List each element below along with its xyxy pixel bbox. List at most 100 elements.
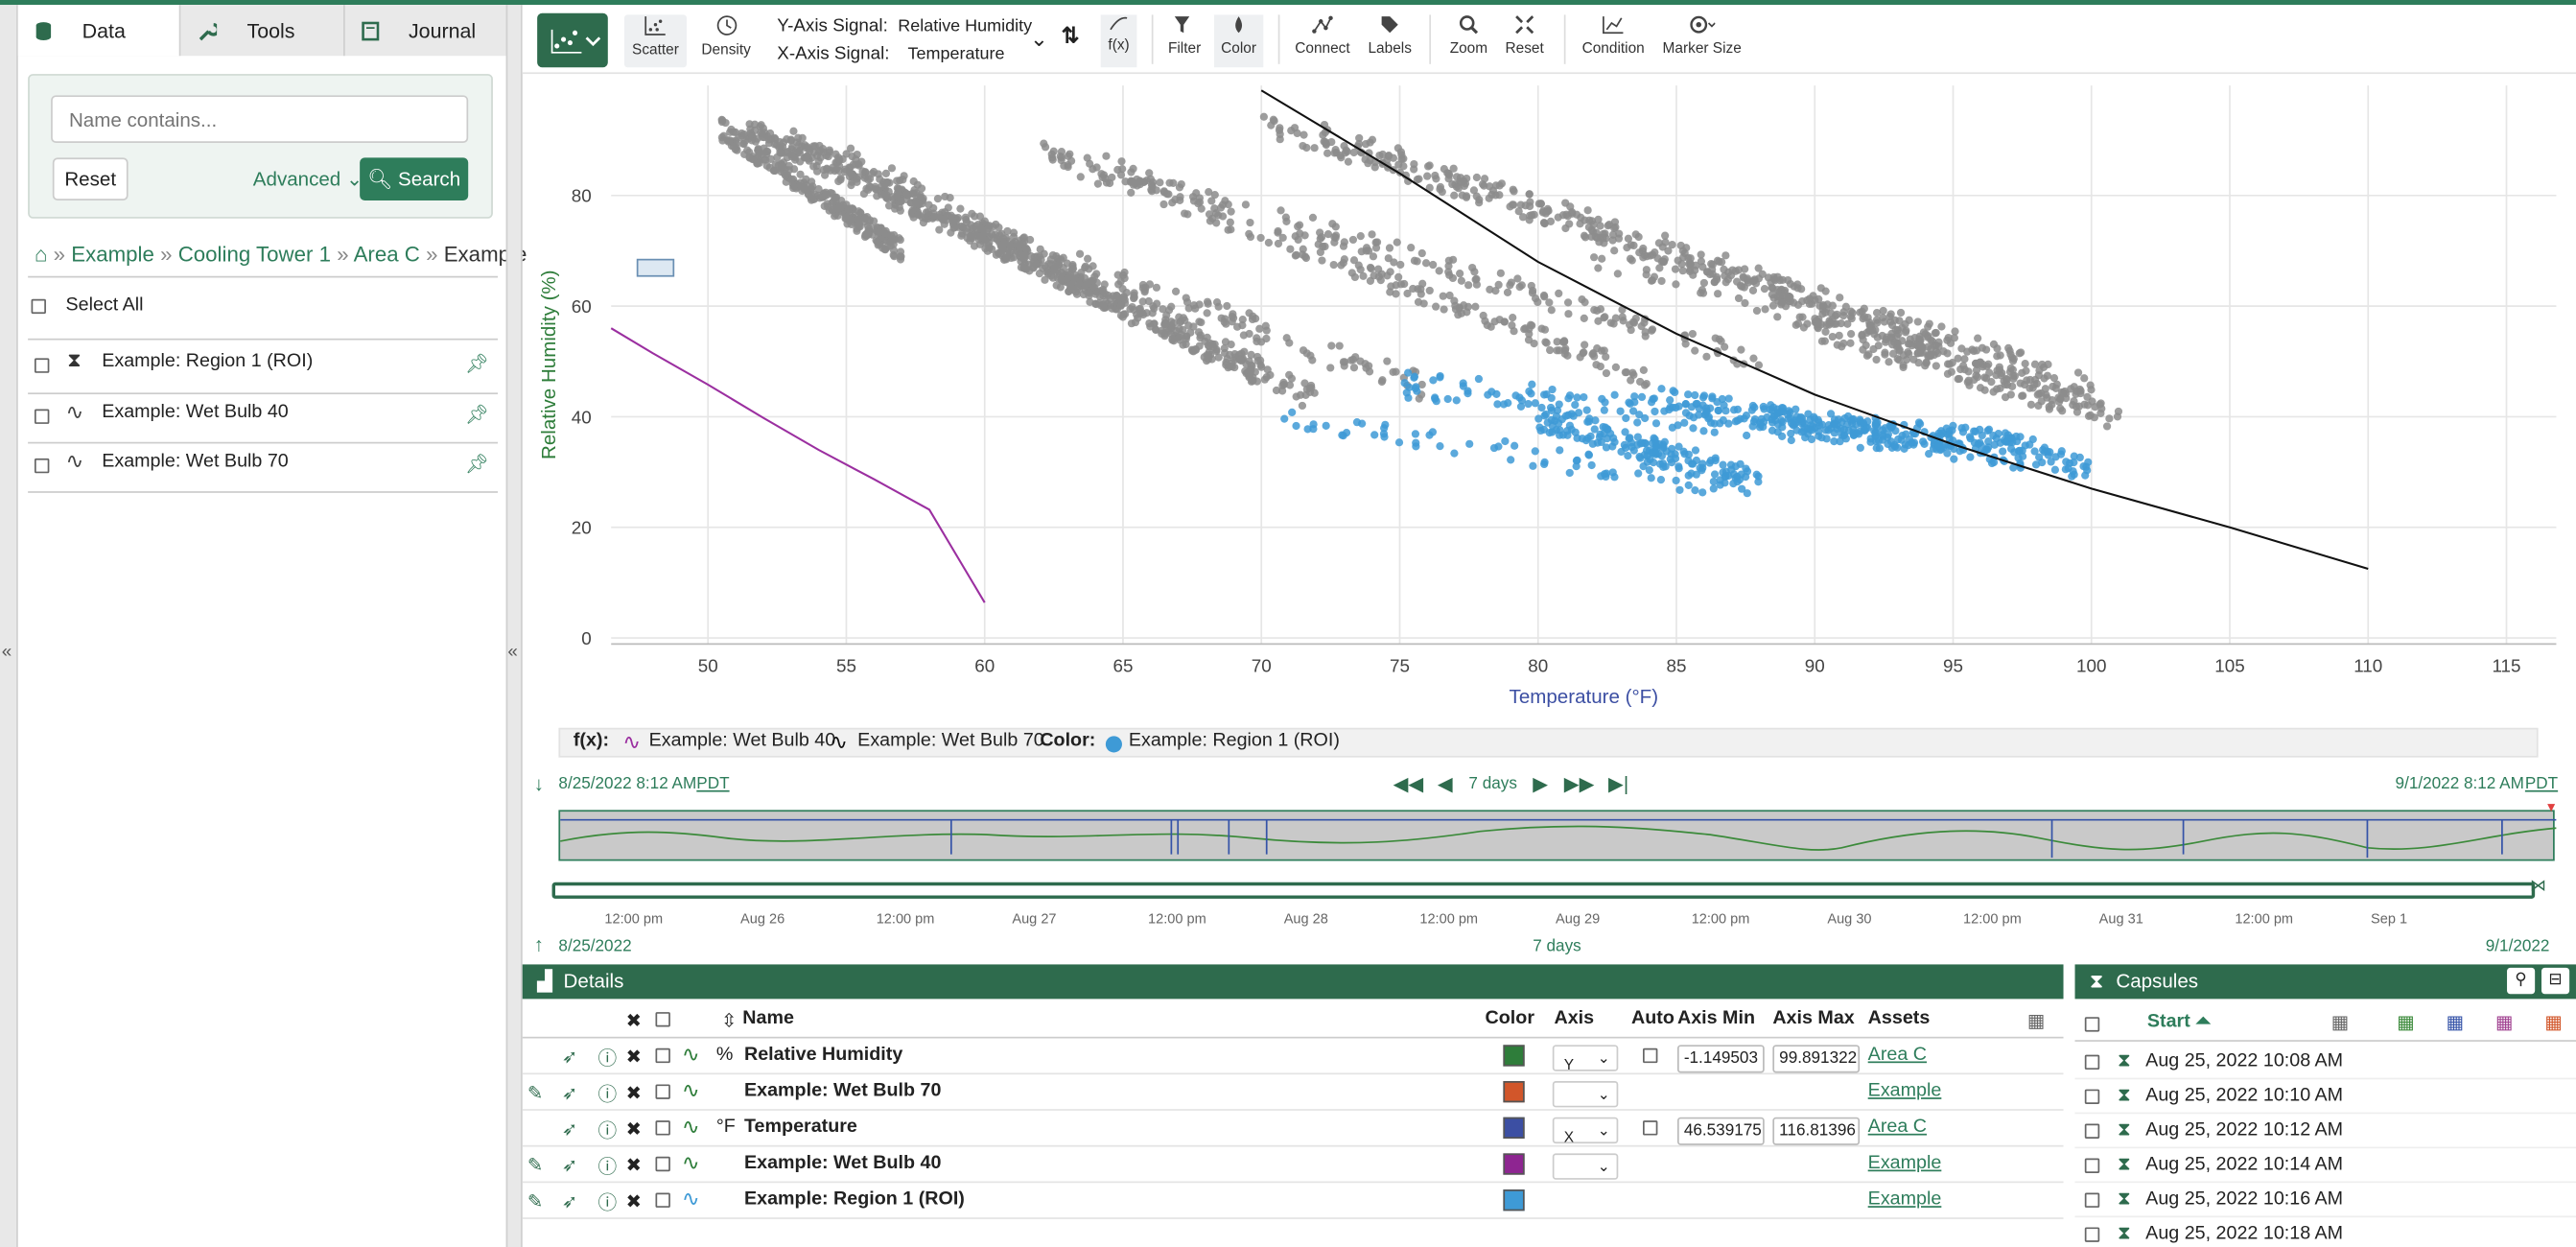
data-point[interactable] [1400,379,1409,388]
data-point[interactable] [1560,346,1570,355]
data-point[interactable] [2070,458,2078,467]
data-point[interactable] [1687,403,1697,412]
data-point[interactable] [1212,298,1222,307]
data-point[interactable] [1963,347,1972,356]
info-icon[interactable]: ⓘ [597,1194,618,1214]
data-point[interactable] [1245,309,1253,318]
data-point[interactable] [1009,232,1019,241]
data-point[interactable] [1248,315,1257,324]
signal-name[interactable]: Relative Humidity [743,1045,903,1065]
data-point[interactable] [1153,299,1161,308]
data-point[interactable] [1833,310,1841,318]
data-point[interactable] [1601,313,1609,321]
data-point[interactable] [1987,378,1996,387]
data-point[interactable] [1839,339,1848,348]
data-point[interactable] [1138,297,1147,306]
data-point[interactable] [1469,186,1479,195]
data-point[interactable] [1242,360,1251,368]
data-point[interactable] [1368,230,1376,239]
data-point[interactable] [1359,271,1368,280]
row-checkbox[interactable] [2084,1192,2100,1208]
data-point[interactable] [828,199,836,207]
data-point[interactable] [2050,465,2060,474]
data-point[interactable] [1229,310,1237,318]
data-point[interactable] [922,214,930,223]
data-point[interactable] [1518,213,1528,222]
data-point[interactable] [1396,260,1405,270]
data-point[interactable] [1915,336,1925,344]
data-point[interactable] [1590,425,1599,434]
column-options-icon[interactable]: ▦ [2026,1012,2046,1032]
rocket-icon[interactable]: ➶ [561,1192,578,1213]
data-point[interactable] [1300,379,1309,388]
data-point[interactable] [1066,156,1076,165]
data-point[interactable] [1552,412,1561,421]
data-point[interactable] [1602,443,1611,452]
data-point[interactable] [1811,295,1819,304]
data-point[interactable] [1559,337,1569,345]
data-point[interactable] [786,136,796,145]
data-point[interactable] [1591,416,1600,425]
data-point[interactable] [1754,361,1764,369]
data-point[interactable] [1720,265,1728,274]
data-point[interactable] [1824,426,1833,435]
data-point[interactable] [894,184,903,193]
data-point[interactable] [1300,130,1308,139]
data-point[interactable] [1526,201,1534,211]
timezone-link[interactable]: PDT [696,775,730,794]
data-point[interactable] [1450,449,1459,458]
data-point[interactable] [930,212,939,222]
data-point[interactable] [1003,226,1012,236]
data-point[interactable] [2030,380,2039,388]
data-point[interactable] [1470,268,1479,276]
name-search-input[interactable] [51,95,469,144]
data-point[interactable] [1649,458,1658,467]
data-point[interactable] [1509,313,1517,322]
data-point[interactable] [962,227,971,236]
data-point[interactable] [925,200,933,209]
data-point[interactable] [1392,367,1400,376]
data-point[interactable] [1348,235,1358,245]
data-point[interactable] [1524,399,1533,409]
data-point[interactable] [1394,272,1403,282]
data-point[interactable] [935,225,944,234]
data-point[interactable] [2033,390,2042,399]
data-point[interactable] [833,204,842,213]
data-point[interactable] [1779,404,1788,412]
data-point[interactable] [860,214,869,224]
data-point[interactable] [1964,367,1973,376]
data-point[interactable] [1246,218,1254,227]
data-point[interactable] [1959,362,1968,370]
data-point[interactable] [1369,252,1378,261]
data-point[interactable] [1366,138,1374,147]
data-point[interactable] [1610,437,1619,446]
data-point[interactable] [1793,280,1802,289]
data-point[interactable] [816,146,825,155]
data-point[interactable] [1714,406,1723,415]
data-point[interactable] [1191,304,1200,313]
search-button[interactable]: 🔍︎ Search [360,157,469,200]
data-point[interactable] [803,153,811,161]
data-point[interactable] [1691,390,1699,400]
item-checkbox[interactable] [34,458,50,474]
data-point[interactable] [1630,392,1639,401]
data-point[interactable] [1814,320,1823,329]
data-point[interactable] [789,127,798,135]
data-point[interactable] [821,171,830,179]
data-point[interactable] [2073,368,2083,377]
data-point[interactable] [1524,336,1534,344]
data-point[interactable] [1930,341,1939,350]
data-point[interactable] [1160,319,1170,329]
data-point[interactable] [1253,337,1261,346]
data-point[interactable] [2114,407,2123,416]
data-point[interactable] [1223,301,1231,311]
data-point[interactable] [1828,332,1837,341]
data-point[interactable] [881,169,891,177]
signal-name[interactable]: Temperature [743,1117,857,1138]
data-point[interactable] [1937,322,1946,331]
data-point[interactable] [1674,256,1682,265]
data-point[interactable] [1299,141,1307,151]
data-point[interactable] [2016,379,2025,388]
data-point[interactable] [1092,163,1101,172]
data-point[interactable] [1611,363,1621,372]
